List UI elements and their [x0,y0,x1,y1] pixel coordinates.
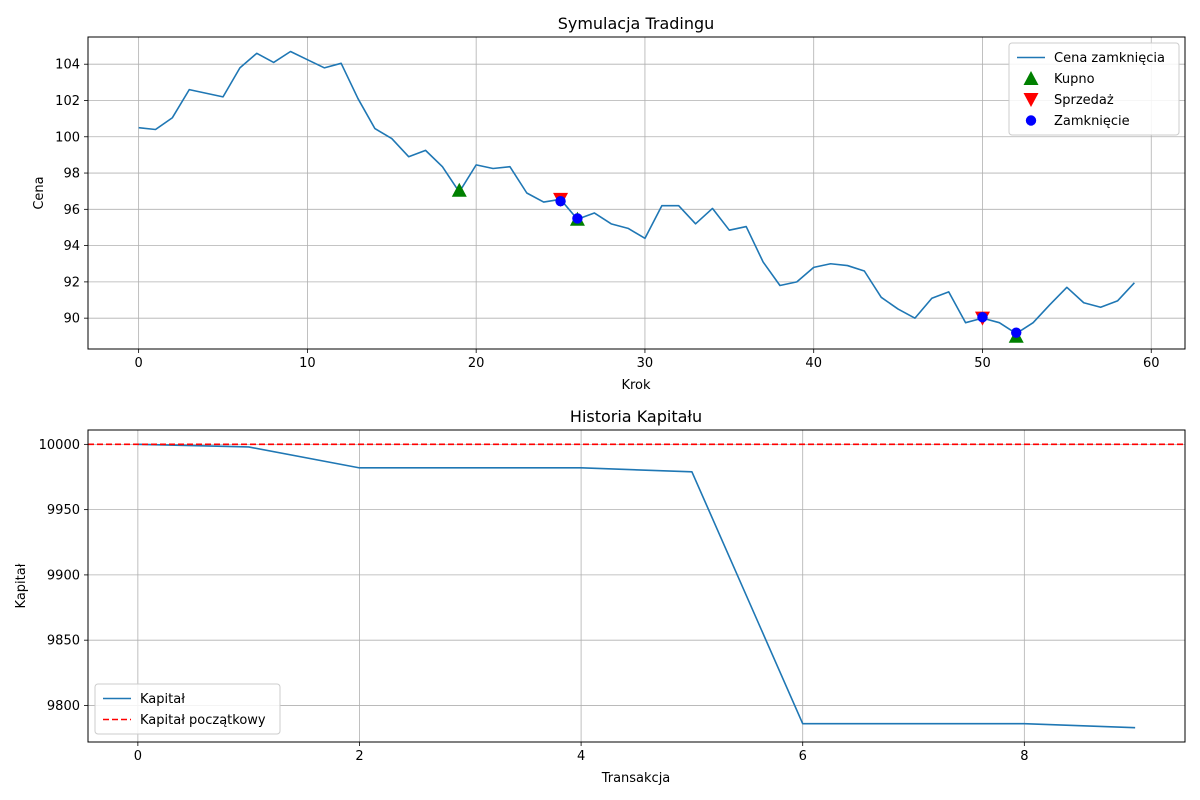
price-chart-ticks: 0 10 20 30 40 50 60 90 92 94 96 98 100 102 104 [55,58,1159,371]
price-chart-xtick-label: 40 [805,356,822,371]
capital-chart-ticks: 0 2 4 6 8 9800 9850 9900 9950 10000 [39,438,1029,764]
price-chart-marker-point [451,182,467,197]
capital-chart: Historia Kapitału 0 2 4 6 8 9800 9850 9900 9950 1… [14,407,1186,786]
capital-chart-ytick-label: 10000 [39,438,80,453]
price-chart-ytick-label: 96 [63,203,80,218]
capital-chart-title: Historia Kapitału [570,407,702,426]
price-chart-legend-label: Cena zamknięcia [1054,51,1165,66]
price-chart-xtick-label: 50 [974,356,991,371]
price-chart-marker-point [555,195,566,207]
price-chart-legend-box [1008,42,1180,136]
price-chart: Symulacja Tradingu 0 10 20 30 40 50 60 90 92 94 96… [32,14,1186,393]
price-chart-xtick-label: 20 [468,356,485,371]
price-chart-ytick-label: 90 [63,312,80,327]
price-chart-marker-point [572,213,583,224]
capital-chart-xlabel: Transakcja [601,771,671,786]
price-chart-legend-label: Kupno [1054,72,1095,87]
price-chart-xtick-label: 10 [299,356,316,371]
price-chart-xlabel: Krok [621,378,651,393]
price-chart-legend-marker [1025,115,1037,126]
price-chart-legend: Cena zamknięcia Kupno Sprzedaż Zamknięcie [1008,42,1180,136]
capital-chart-xtick-label: 6 [799,749,807,764]
capital-chart-xtick-label: 4 [577,749,585,764]
price-chart-plot [138,50,1135,343]
price-chart-frame [87,36,1186,350]
capital-chart-legend-label: Kapitał początkowy [140,713,266,728]
price-chart-title: Symulacja Tradingu [558,14,715,33]
price-chart-legend-label: Sprzedaż [1054,93,1114,108]
price-chart-grid [88,37,1185,349]
capital-chart-series-line [137,443,1136,729]
price-chart-legend-marker [1023,93,1039,107]
capital-chart-ytick-label: 9850 [47,634,80,649]
price-chart-series-line [138,50,1135,335]
price-chart-xtick-label: 60 [1143,356,1160,371]
capital-chart-plot [88,443,1185,729]
capital-chart-legend-label: Kapitał [140,692,185,707]
price-chart-ytick-label: 102 [55,94,80,109]
price-chart-ytick-label: 98 [63,167,80,182]
price-chart-legend-marker [1023,71,1039,85]
capital-chart-ylabel: Kapitał [14,563,29,608]
capital-chart-legend: Kapitał Kapitał początkowy [94,683,281,735]
capital-chart-legend-box [94,683,281,735]
price-chart-xtick-label: 30 [637,356,654,371]
capital-chart-ytick-label: 9800 [47,699,80,714]
capital-chart-xtick-label: 8 [1020,749,1028,764]
capital-chart-xtick-label: 2 [355,749,363,764]
price-chart-xtick-label: 0 [134,356,142,371]
price-chart-marker-point [977,312,988,323]
capital-chart-ytick-label: 9950 [47,503,80,518]
price-chart-ytick-label: 94 [63,239,80,254]
capital-chart-xtick-label: 0 [134,749,142,764]
price-chart-ytick-label: 104 [55,58,80,73]
price-chart-marker-point [1011,327,1022,338]
price-chart-ylabel: Cena [32,176,47,209]
price-chart-ytick-label: 92 [63,275,80,290]
price-chart-legend-label: Zamknięcie [1054,114,1130,129]
capital-chart-frame [87,429,1186,743]
capital-chart-ytick-label: 9900 [47,568,80,583]
price-chart-ytick-label: 100 [55,130,80,145]
